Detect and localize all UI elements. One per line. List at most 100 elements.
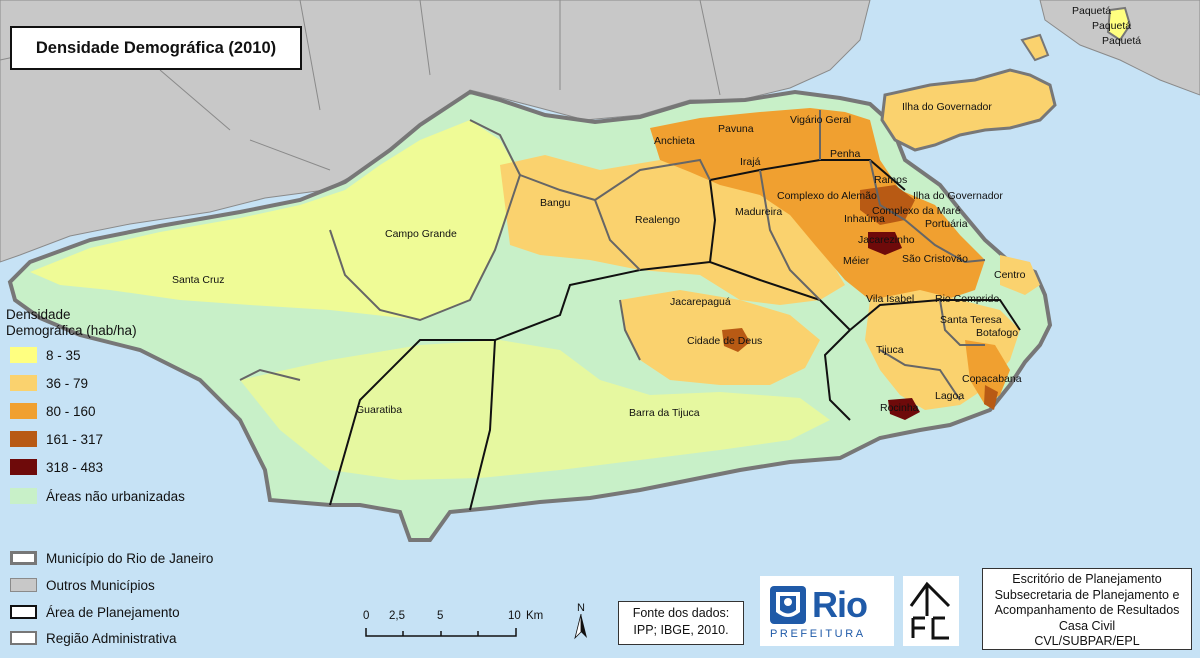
- legend-row-class-2: 36 - 79: [10, 373, 88, 393]
- label-santa-cruz: Santa Cruz: [172, 274, 225, 286]
- logo-epl: [903, 576, 959, 646]
- label-inhauma: Inhaúma: [844, 213, 885, 225]
- legend-swatch-318-483: [10, 459, 37, 475]
- legend-swatch-80-160: [10, 403, 37, 419]
- ilha-do-governador: [880, 6, 1132, 152]
- source-line1: Fonte dos dados:: [632, 606, 730, 620]
- label-rocinha: Rocinha: [880, 402, 919, 414]
- scale-tick-0: 0: [363, 610, 370, 622]
- label-paqueta-3: Paquetá: [1102, 35, 1141, 47]
- label-paqueta-1: Paquetá: [1072, 5, 1111, 17]
- administrative-region-boundaries: [239, 110, 986, 401]
- label-sao-cristovao: São Cristovão: [902, 253, 968, 265]
- label-anchieta: Anchieta: [654, 135, 695, 147]
- legend-label-non-urban: Áreas não urbanizadas: [46, 488, 185, 504]
- legend-swatch-36-79: [10, 375, 37, 391]
- label-complexo-do-alemao: Complexo do Alemão: [777, 190, 877, 202]
- legend-label-8-35: 8 - 35: [46, 347, 81, 363]
- label-guaratiba: Guaratiba: [356, 404, 402, 416]
- label-realengo: Realengo: [635, 214, 680, 226]
- label-santa-teresa: Santa Teresa: [940, 314, 1002, 326]
- label-ilha-do-governador-2: Ilha do Governador: [913, 190, 1003, 202]
- label-centro: Centro: [994, 269, 1026, 281]
- label-rio-comprido: Rio Comprido: [935, 293, 999, 305]
- municipality-rio: [7, 89, 1053, 542]
- office-line5: CVL/SUBPAR/EPL: [1034, 634, 1140, 648]
- label-jacarezinho: Jacarezinho: [858, 234, 915, 246]
- legend-row-outros: Outros Municípios: [10, 575, 155, 595]
- scale-tick-5: 5: [437, 610, 444, 622]
- legend-label-municipio: Município do Rio de Janeiro: [46, 550, 214, 566]
- label-botafogo: Botafogo: [976, 327, 1018, 339]
- label-bangu: Bangu: [540, 197, 571, 209]
- legend-heading-line2: Demográfica (hab/ha): [6, 323, 137, 338]
- label-copacabana: Copacabana: [962, 373, 1022, 385]
- label-ilha-do-governador: Ilha do Governador: [902, 101, 992, 113]
- legend-label-regiao-adm: Região Administrativa: [46, 630, 177, 646]
- office-credits: Escritório de Planejamento Subsecretaria…: [982, 568, 1192, 650]
- label-tijuca: Tijuca: [876, 344, 904, 356]
- legend-row-class-1: 8 - 35: [10, 345, 81, 365]
- legend-label-80-160: 80 - 160: [46, 403, 96, 419]
- region-labels: Paquetá Paquetá Paquetá Ilha do Governad…: [172, 5, 1141, 419]
- logo-rio-prefeitura: Rio PREFEITURA: [760, 576, 894, 646]
- legend-swatch-outros: [10, 578, 37, 592]
- label-barra-da-tijuca: Barra da Tijuca: [629, 407, 700, 419]
- label-jacarepagua: Jacarepaguá: [670, 296, 731, 308]
- office-line2: Subsecretaria de Planejamento e: [994, 587, 1180, 602]
- legend-row-class-4: 161 - 317: [10, 429, 103, 449]
- scale-bar: 0 2,5 5 10 Km: [362, 610, 548, 640]
- scale-bar-line: [365, 628, 517, 637]
- north-label: N: [577, 602, 585, 614]
- label-portuaria: Portuária: [925, 218, 968, 230]
- rio-crest-icon: [770, 586, 806, 624]
- label-lagoa: Lagoa: [935, 390, 964, 402]
- legend-row-area-planejamento: Área de Planejamento: [10, 602, 180, 622]
- scale-unit: Km: [526, 610, 544, 622]
- label-penha: Penha: [830, 148, 861, 160]
- legend-row-class-5: 318 - 483: [10, 457, 103, 477]
- legend-row-regiao-adm: Região Administrativa: [10, 628, 177, 648]
- source-box: Fonte dos dados: IPP; IBGE, 2010.: [618, 601, 744, 645]
- logo-prefeitura-text: PREFEITURA: [770, 628, 866, 640]
- source-line2: IPP; IBGE, 2010.: [633, 623, 729, 637]
- map-title: Densidade Demográfica (2010): [10, 26, 302, 70]
- legend-label-outros: Outros Municípios: [46, 577, 155, 593]
- label-paqueta-2: Paquetá: [1092, 20, 1131, 32]
- office-line1: Escritório de Planejamento: [1012, 572, 1162, 586]
- label-cidade-de-deus: Cidade de Deus: [687, 335, 762, 347]
- legend-swatch-regiao-adm: [10, 631, 37, 645]
- legend-label-161-317: 161 - 317: [46, 431, 104, 447]
- legend-label-36-79: 36 - 79: [46, 375, 89, 391]
- legend-row-non-urban: Áreas não urbanizadas: [10, 486, 185, 506]
- label-complexo-da-mare: Complexo da Maré: [872, 205, 961, 217]
- legend-label-318-483: 318 - 483: [46, 459, 104, 475]
- label-vila-isabel: Vila Isabel: [866, 293, 914, 305]
- label-vigario-geral: Vigário Geral: [790, 114, 851, 126]
- office-line4: Casa Civil: [1058, 618, 1116, 633]
- legend-label-area-planejamento: Área de Planejamento: [46, 604, 180, 620]
- label-iraja: Irajá: [740, 156, 761, 168]
- legend-swatch-municipio: [10, 551, 37, 565]
- legend-row-municipio: Município do Rio de Janeiro: [10, 548, 213, 568]
- scale-tick-2-5: 2,5: [389, 610, 405, 622]
- label-pavuna: Pavuna: [718, 123, 754, 135]
- legend-swatch-non-urban: [10, 488, 37, 504]
- office-line3: Acompanhamento de Resultados: [994, 603, 1180, 617]
- logo-rio-text: Rio: [812, 584, 868, 625]
- legend-heading: Densidade Demográfica (hab/ha): [6, 307, 137, 339]
- label-madureira: Madureira: [735, 206, 782, 218]
- label-ramos: Ramos: [874, 174, 907, 186]
- legend-swatch-161-317: [10, 431, 37, 447]
- north-arrow: N: [573, 602, 589, 642]
- legend-heading-line1: Densidade: [6, 307, 71, 322]
- scale-tick-10: 10: [508, 610, 521, 622]
- label-meier: Méier: [843, 255, 870, 267]
- legend-swatch-area-planejamento: [10, 605, 37, 619]
- legend-swatch-8-35: [10, 347, 37, 363]
- label-campo-grande: Campo Grande: [385, 228, 457, 240]
- epl-logo-icon: [909, 581, 951, 640]
- north-arrow-icon: [574, 613, 587, 640]
